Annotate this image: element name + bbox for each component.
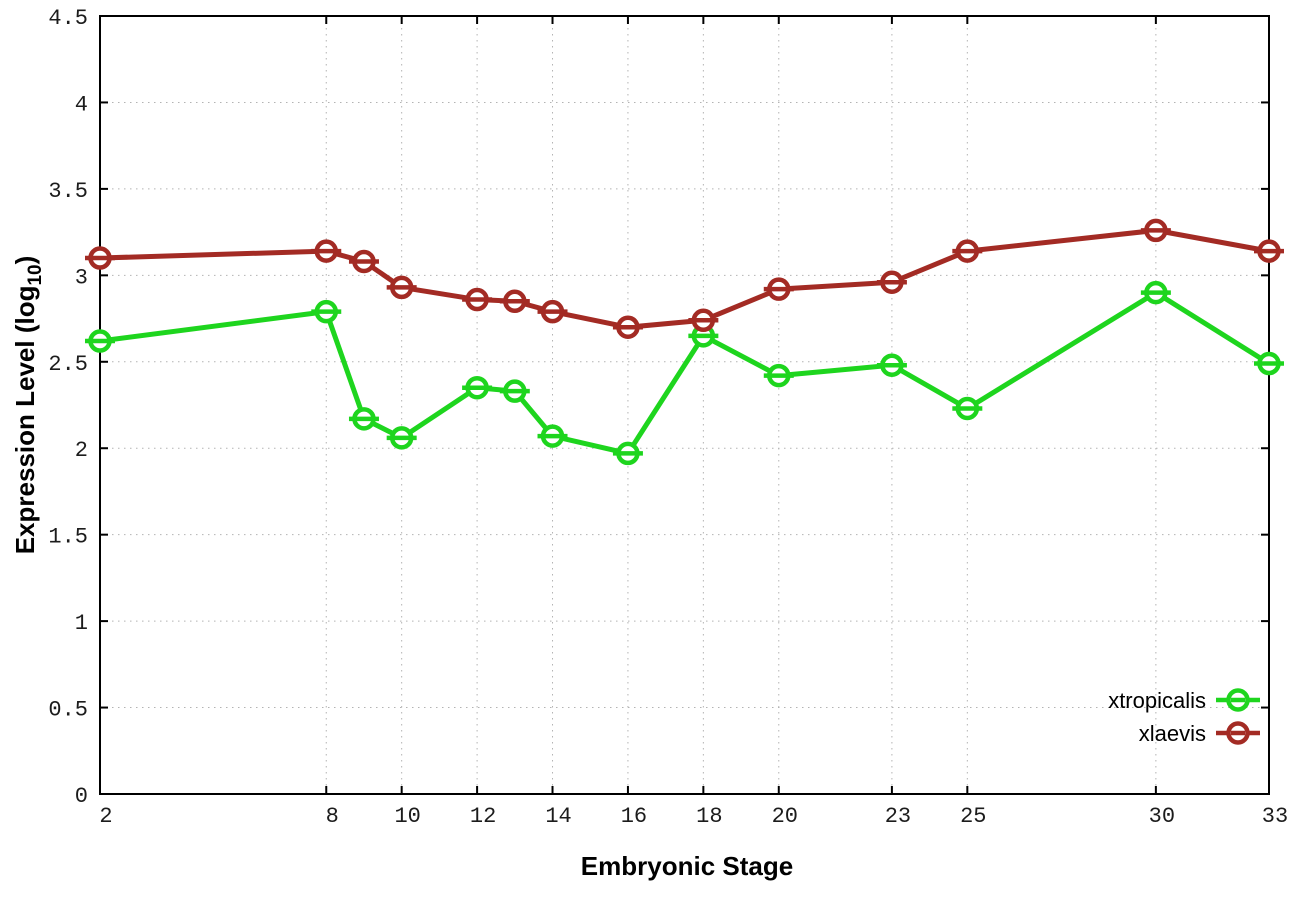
legend-label-xlaevis: xlaevis bbox=[1139, 721, 1206, 746]
y-tick-label: 3 bbox=[75, 265, 88, 290]
y-tick-label: 2.5 bbox=[48, 352, 88, 377]
x-tick-label: 8 bbox=[326, 804, 339, 829]
y-tick-label: 2 bbox=[75, 438, 88, 463]
y-axis-title-subscript: 10 bbox=[25, 264, 46, 285]
y-axis-title-main: Expression Level (log bbox=[10, 286, 40, 555]
y-axis-title: Expression Level (log10) bbox=[10, 256, 46, 555]
legend: xtropicalis xlaevis bbox=[1108, 688, 1260, 746]
y-tick-label: 4.5 bbox=[48, 6, 88, 31]
y-axis-title-suffix: ) bbox=[10, 256, 40, 265]
x-axis-title: Embryonic Stage bbox=[581, 851, 793, 881]
x-tick-label: 14 bbox=[545, 804, 571, 829]
y-tick-label: 3.5 bbox=[48, 179, 88, 204]
x-tick-label: 2 bbox=[99, 804, 112, 829]
x-tick-label: 30 bbox=[1149, 804, 1175, 829]
x-tick-label: 16 bbox=[621, 804, 647, 829]
y-tick-label: 1 bbox=[75, 611, 88, 636]
y-tick-label: 1.5 bbox=[48, 525, 88, 550]
x-tick-label: 10 bbox=[394, 804, 420, 829]
x-tick-label: 18 bbox=[696, 804, 722, 829]
y-tick-label: 0 bbox=[75, 784, 88, 809]
x-tick-label: 33 bbox=[1262, 804, 1288, 829]
x-tick-label: 20 bbox=[772, 804, 798, 829]
x-tick-label: 23 bbox=[885, 804, 911, 829]
y-tick-label: 4 bbox=[75, 92, 88, 117]
y-tick-label: 0.5 bbox=[48, 698, 88, 723]
series-line-xtropicalis bbox=[97, 290, 1272, 456]
x-tick-label: 12 bbox=[470, 804, 496, 829]
x-tick-label: 25 bbox=[960, 804, 986, 829]
series-line-xlaevis bbox=[97, 227, 1272, 330]
legend-label-xtropicalis: xtropicalis bbox=[1108, 688, 1206, 713]
plot-border bbox=[99, 15, 1270, 795]
